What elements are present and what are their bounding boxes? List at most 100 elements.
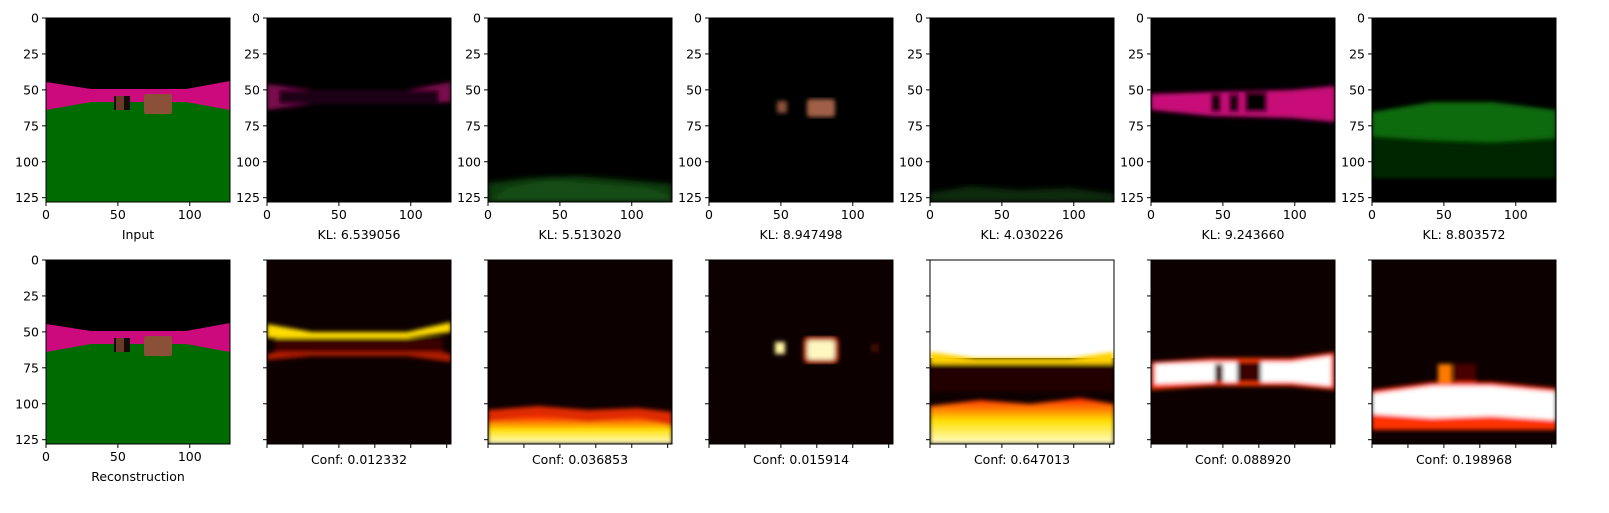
heatmap-floor-bright-image	[1372, 260, 1556, 444]
x-tick-label: 50	[994, 207, 1010, 222]
heatmap-walls-bright-image	[1151, 260, 1335, 444]
x-tick-label: 100	[1283, 207, 1307, 222]
x-tick-label: 0	[263, 207, 271, 222]
y-tick-label: 100	[457, 154, 481, 169]
y-tick-label: 50	[1349, 82, 1365, 97]
bottom-panel-6: Conf: 0.198968	[1368, 259, 1557, 467]
y-tick-label: 125	[15, 432, 39, 447]
channel-floor-green-image	[1372, 18, 1556, 202]
y-tick-label: 25	[686, 46, 702, 61]
y-tick-label: 125	[15, 190, 39, 205]
bottom-caption-2: Conf: 0.036853	[532, 452, 628, 467]
bottom-panel-4: Conf: 0.647013	[926, 259, 1115, 467]
y-tick-label: 100	[15, 396, 39, 411]
y-tick-label: 0	[694, 11, 702, 26]
y-tick-label: 25	[465, 46, 481, 61]
y-tick-label: 75	[23, 360, 39, 375]
y-tick-label: 125	[1120, 190, 1144, 205]
y-tick-label: 0	[31, 11, 39, 26]
x-tick-label: 0	[705, 207, 713, 222]
y-tick-label: 125	[899, 190, 923, 205]
bottom-caption-3: Conf: 0.015914	[753, 452, 849, 467]
y-tick-label: 100	[678, 154, 702, 169]
y-tick-label: 0	[31, 253, 39, 268]
channel-floor-faint-image	[930, 18, 1114, 202]
y-tick-label: 50	[244, 82, 260, 97]
x-tick-label: 100	[178, 207, 202, 222]
x-tick-label: 100	[841, 207, 865, 222]
x-tick-label: 100	[1062, 207, 1086, 222]
y-tick-label: 125	[678, 190, 702, 205]
channel-walls-dark-image	[267, 18, 451, 202]
y-tick-label: 50	[907, 82, 923, 97]
y-tick-label: 75	[686, 118, 702, 133]
y-tick-label: 75	[1128, 118, 1144, 133]
x-tick-label: 0	[42, 207, 50, 222]
top-caption-6: KL: 8.803572	[1423, 227, 1506, 242]
top-caption-4: KL: 4.030226	[981, 227, 1064, 242]
top-caption-5: KL: 9.243660	[1202, 227, 1285, 242]
scene-full-image	[46, 18, 230, 202]
x-tick-label: 0	[926, 207, 934, 222]
x-tick-label: 50	[331, 207, 347, 222]
y-tick-label: 50	[465, 82, 481, 97]
x-tick-label: 0	[1147, 207, 1155, 222]
bottom-panel-1: Conf: 0.012332	[263, 259, 452, 467]
y-tick-label: 0	[1136, 11, 1144, 26]
x-tick-label: 50	[552, 207, 568, 222]
y-tick-label: 100	[1341, 154, 1365, 169]
y-tick-label: 25	[23, 46, 39, 61]
heatmap-sky-floor-image	[930, 260, 1114, 444]
y-tick-label: 75	[465, 118, 481, 133]
bottom-caption-0: Reconstruction	[91, 469, 185, 484]
y-tick-label: 25	[1349, 46, 1365, 61]
y-tick-label: 125	[236, 190, 260, 205]
heatmap-floor-image	[488, 260, 672, 444]
x-tick-label: 100	[178, 449, 202, 464]
channel-floor-dim-image	[488, 18, 672, 202]
y-tick-label: 25	[23, 288, 39, 303]
y-tick-label: 125	[1341, 190, 1365, 205]
bottom-panel-3: Conf: 0.015914	[705, 259, 894, 467]
x-tick-label: 100	[620, 207, 644, 222]
bottom-panel-5: Conf: 0.088920	[1147, 259, 1336, 467]
x-tick-label: 0	[42, 449, 50, 464]
y-tick-label: 25	[907, 46, 923, 61]
bottom-caption-4: Conf: 0.647013	[974, 452, 1070, 467]
x-tick-label: 0	[1368, 207, 1376, 222]
y-tick-label: 50	[1128, 82, 1144, 97]
x-tick-label: 50	[1436, 207, 1452, 222]
top-caption-1: KL: 6.539056	[318, 227, 401, 242]
y-tick-label: 25	[1128, 46, 1144, 61]
y-tick-label: 0	[252, 11, 260, 26]
top-caption-3: KL: 8.947498	[760, 227, 843, 242]
heatmap-walls-edges-image	[267, 260, 451, 444]
y-tick-label: 100	[899, 154, 923, 169]
y-tick-label: 0	[1357, 11, 1365, 26]
x-tick-label: 100	[1504, 207, 1528, 222]
y-tick-label: 25	[244, 46, 260, 61]
channel-objects-image	[709, 18, 893, 202]
bottom-panel-2: Conf: 0.036853	[484, 259, 673, 467]
y-tick-label: 0	[473, 11, 481, 26]
bottom-caption-6: Conf: 0.198968	[1416, 452, 1512, 467]
y-tick-label: 50	[23, 82, 39, 97]
y-tick-label: 75	[1349, 118, 1365, 133]
y-tick-label: 75	[23, 118, 39, 133]
scene-full-image	[46, 260, 230, 444]
x-tick-label: 50	[773, 207, 789, 222]
y-tick-label: 50	[23, 324, 39, 339]
x-tick-label: 100	[399, 207, 423, 222]
y-tick-label: 75	[907, 118, 923, 133]
bottom-caption-1: Conf: 0.012332	[311, 452, 407, 467]
x-tick-label: 50	[110, 207, 126, 222]
